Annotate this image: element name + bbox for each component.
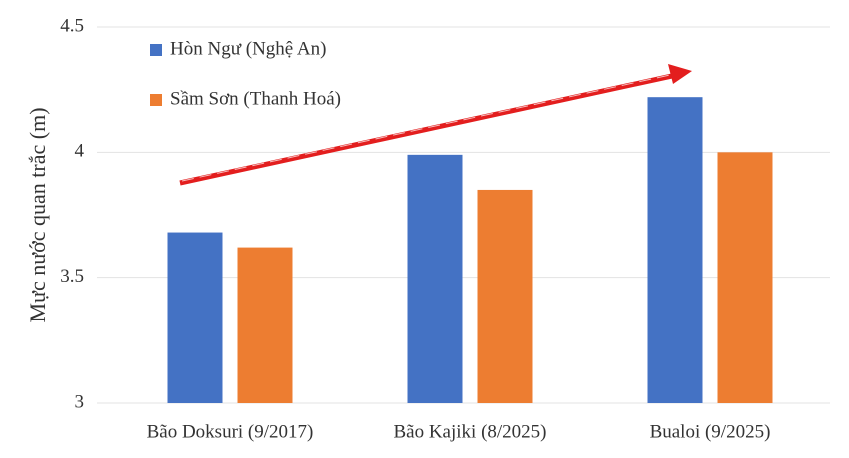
- arrow-head: [668, 64, 692, 84]
- y-tick-label: 4: [75, 141, 85, 162]
- y-tick-label: 3.5: [60, 266, 84, 287]
- arrow-highlight: [181, 74, 671, 182]
- bar: [237, 247, 293, 403]
- bar: [477, 189, 533, 403]
- y-tick-label: 3: [75, 391, 85, 412]
- y-tick-label: 4.5: [60, 15, 84, 36]
- legend: Hòn Ngư (Nghệ An) Sầm Sơn (Thanh Hoá): [150, 38, 341, 109]
- bar: [647, 97, 703, 403]
- x-tick-label: Bão Doksuri (9/2017): [147, 421, 314, 442]
- legend-label: Sầm Sơn (Thanh Hoá): [170, 88, 341, 109]
- bar: [407, 154, 463, 403]
- arrow-shaft: [179, 73, 673, 186]
- plot-area: 3 3.5 4 4.5 Bão Doksuri (9/2017) Bão Kajiki (…: [60, 15, 830, 442]
- x-tick-label: Bão Kajiki (8/2025): [393, 421, 546, 442]
- legend-swatch: [150, 94, 162, 106]
- bar: [167, 232, 223, 403]
- trend-arrow: [179, 64, 692, 186]
- legend-swatch: [150, 44, 162, 56]
- bar: [717, 152, 773, 403]
- x-tick-label: Bualoi (9/2025): [650, 421, 771, 442]
- y-axis-title: Mực nước quan trắc (m): [25, 107, 50, 322]
- legend-label: Hòn Ngư (Nghệ An): [170, 38, 326, 59]
